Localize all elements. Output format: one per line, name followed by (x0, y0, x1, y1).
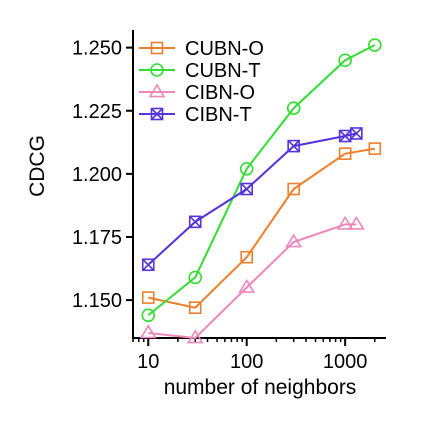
y-tick-label: 1.175 (72, 227, 122, 249)
legend-item-cubn-t: CUBN-T (139, 60, 261, 82)
marker-cross (150, 107, 164, 121)
data-point-cibn-o (347, 215, 365, 230)
data-point-cibn-t (350, 127, 363, 140)
data-point-cibn-t (287, 139, 300, 153)
data-point-cubn-t (367, 38, 382, 52)
x-tick-label: 100 (230, 351, 263, 373)
axes: 1.150 1.175 1.200 1.225 1.250 10 100 1000 (72, 30, 386, 373)
legend-marker-cubn-o (150, 41, 164, 55)
data-point-cubn-t (141, 308, 156, 323)
marker-cross (142, 258, 155, 271)
data-point-cibn-o (186, 329, 204, 344)
x-tick-label: 1000 (323, 351, 368, 373)
data-point-cubn-o (287, 182, 300, 196)
y-tick-label: 1.200 (72, 164, 122, 186)
x-axis-title: number of neighbors (164, 376, 357, 399)
data-point-cubn-o (141, 291, 155, 304)
data-point-cibn-o (238, 278, 256, 293)
series-line-cibn-o (148, 223, 357, 340)
data-point-cubn-o (368, 142, 382, 155)
series-cibn-o (139, 215, 365, 344)
series-cubn-o (141, 142, 382, 315)
y-tick-label: 1.250 (72, 38, 122, 60)
data-point-cibn-t (188, 215, 202, 229)
marker-box (141, 258, 155, 272)
marker-box (188, 215, 202, 229)
y-tick-label: 1.225 (72, 101, 122, 123)
data-point-cubn-t (338, 53, 352, 68)
data-point-cubn-t (239, 162, 254, 176)
marker-box (287, 139, 300, 153)
data-point-cibn-t (141, 258, 155, 272)
data-point-cubn-o (338, 147, 352, 160)
marker-cross (189, 215, 202, 228)
series-line-cubn-t (147, 44, 376, 317)
y-axis-title: CDCG (26, 135, 49, 197)
legend-label-cubn-o: CUBN-O (185, 38, 264, 60)
y-tick-label: 1.150 (72, 290, 122, 312)
legend-label-cibn-o: CIBN-O (185, 82, 255, 104)
data-point-cibn-o (336, 215, 354, 230)
x-tick-label: 10 (137, 351, 159, 373)
data-point-cubn-o (188, 301, 202, 315)
legend-marker-cubn-t (150, 63, 164, 77)
marker-box (350, 127, 363, 140)
series-line-cibn-t (147, 132, 357, 266)
data-point-cubn-t (286, 101, 301, 116)
marker-cross (240, 182, 253, 196)
data-point-cubn-t (188, 270, 203, 285)
legend-item-cibn-o: CIBN-O (139, 82, 255, 104)
legend-label-cubn-t: CUBN-T (185, 60, 261, 82)
data-point-cibn-t (240, 182, 253, 196)
legend-marker-cibn-t (150, 107, 164, 121)
data-point-cibn-o (139, 324, 157, 339)
series-cibn-t (141, 127, 363, 272)
legend-marker-cibn-o (148, 83, 166, 98)
marker-box (240, 182, 253, 196)
marker-box (150, 107, 164, 121)
legend-label-cibn-t: CIBN-T (185, 104, 252, 126)
data-point-cibn-o (285, 233, 303, 248)
data-point-cubn-o (240, 250, 253, 264)
legend-item-cubn-o: CUBN-O (139, 38, 264, 60)
legend-item-cibn-t: CIBN-T (139, 104, 252, 126)
series-layer (139, 38, 382, 344)
series-cubn-t (141, 38, 382, 323)
marker-cross (339, 129, 352, 143)
marker-cross (287, 140, 300, 153)
marker-cross (350, 127, 363, 140)
